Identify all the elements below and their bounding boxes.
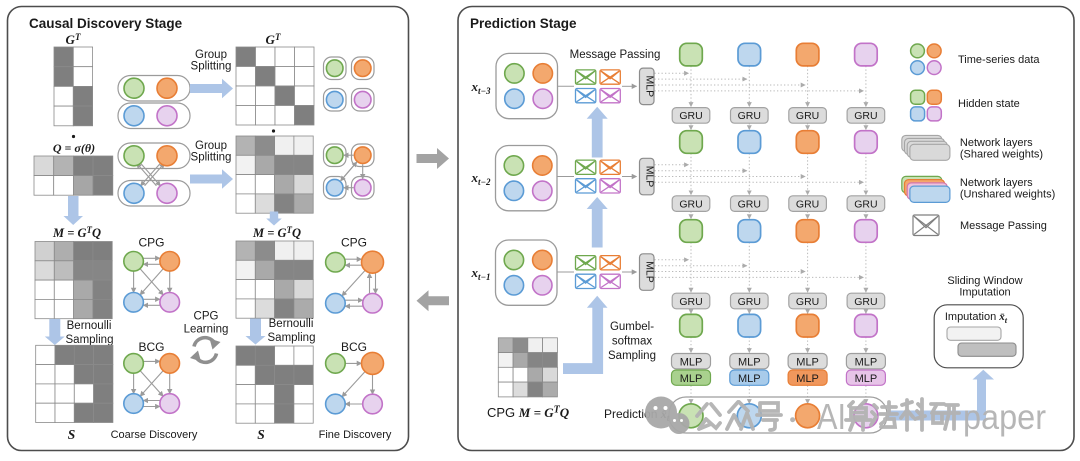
svg-text:GRU: GRU — [796, 110, 819, 122]
svg-text:GRU: GRU — [738, 296, 761, 308]
svg-text:Imputation x̄t: Imputation x̄t — [945, 311, 1008, 325]
svg-text:BCG: BCG — [138, 340, 164, 354]
svg-text:Fine Discovery: Fine Discovery — [319, 429, 392, 441]
svg-text:MLP: MLP — [680, 373, 703, 385]
svg-text:softmax: softmax — [612, 336, 653, 348]
svg-text:MLP: MLP — [644, 166, 656, 188]
svg-text:GRU: GRU — [679, 110, 702, 122]
svg-text:Sliding Window: Sliding Window — [947, 275, 1022, 287]
svg-text:Message Passing: Message Passing — [960, 220, 1047, 232]
svg-text:CPG: CPG — [341, 236, 367, 250]
svg-text:GRU: GRU — [738, 198, 761, 210]
svg-text:(Unshared weights): (Unshared weights) — [960, 189, 1055, 201]
svg-text:Sampling: Sampling — [66, 334, 114, 346]
svg-text:S: S — [257, 427, 265, 442]
svg-text:GRU: GRU — [854, 198, 877, 210]
svg-text:MLP: MLP — [855, 356, 878, 368]
svg-text:Splitting: Splitting — [191, 152, 232, 164]
svg-text:GRU: GRU — [738, 110, 761, 122]
svg-text:GRU: GRU — [679, 198, 702, 210]
svg-text:GRU: GRU — [679, 296, 702, 308]
svg-text:Time-series data: Time-series data — [958, 54, 1040, 66]
svg-text:Network layers: Network layers — [960, 177, 1033, 189]
svg-text:GRU: GRU — [854, 296, 877, 308]
svg-text:paper: paper — [963, 397, 1046, 437]
svg-text:MLP: MLP — [796, 373, 819, 385]
svg-text:Gumbel-: Gumbel- — [610, 321, 654, 333]
svg-text:MLP: MLP — [738, 373, 761, 385]
svg-text:Prediction Stage: Prediction Stage — [470, 16, 577, 31]
svg-text:BCG: BCG — [341, 340, 367, 354]
svg-text:MLP: MLP — [855, 373, 878, 385]
svg-text:Group: Group — [195, 140, 227, 152]
svg-text:Network layers: Network layers — [960, 137, 1033, 149]
svg-text:Bernoulli: Bernoulli — [67, 320, 112, 332]
svg-text:Sampling: Sampling — [268, 332, 316, 344]
svg-text:Bernoulli: Bernoulli — [269, 318, 314, 330]
svg-text:Imputation: Imputation — [959, 287, 1010, 299]
svg-text:(Shared weights): (Shared weights) — [960, 149, 1043, 161]
svg-text:Group: Group — [195, 49, 227, 61]
svg-text:M = GTQ: M = GTQ — [52, 225, 101, 240]
svg-text:MLP: MLP — [738, 356, 761, 368]
svg-text:AI: AI — [817, 396, 846, 437]
svg-text:Learning: Learning — [184, 324, 229, 336]
svg-text:Q = σ(θ): Q = σ(θ) — [53, 141, 95, 155]
svg-text:MLP: MLP — [796, 356, 819, 368]
svg-text:M = GTQ: M = GTQ — [252, 225, 301, 240]
svg-text:Sampling: Sampling — [608, 350, 656, 362]
svg-text:Coarse Discovery: Coarse Discovery — [111, 429, 198, 441]
svg-text:Causal Discovery Stage: Causal Discovery Stage — [29, 16, 183, 31]
svg-text:Splitting: Splitting — [191, 61, 232, 73]
svg-text:MLP: MLP — [680, 356, 703, 368]
svg-text:GRU: GRU — [796, 296, 819, 308]
svg-text:Message Passing: Message Passing — [570, 49, 661, 61]
svg-text:CPG: CPG — [138, 236, 164, 250]
svg-text:CPG: CPG — [194, 311, 219, 323]
svg-text:MLP: MLP — [644, 261, 656, 283]
svg-text:GRU: GRU — [854, 110, 877, 122]
svg-text:MLP: MLP — [644, 76, 656, 98]
svg-text:S: S — [68, 427, 76, 442]
svg-text:GRU: GRU — [796, 198, 819, 210]
svg-text:Hidden state: Hidden state — [958, 98, 1020, 110]
